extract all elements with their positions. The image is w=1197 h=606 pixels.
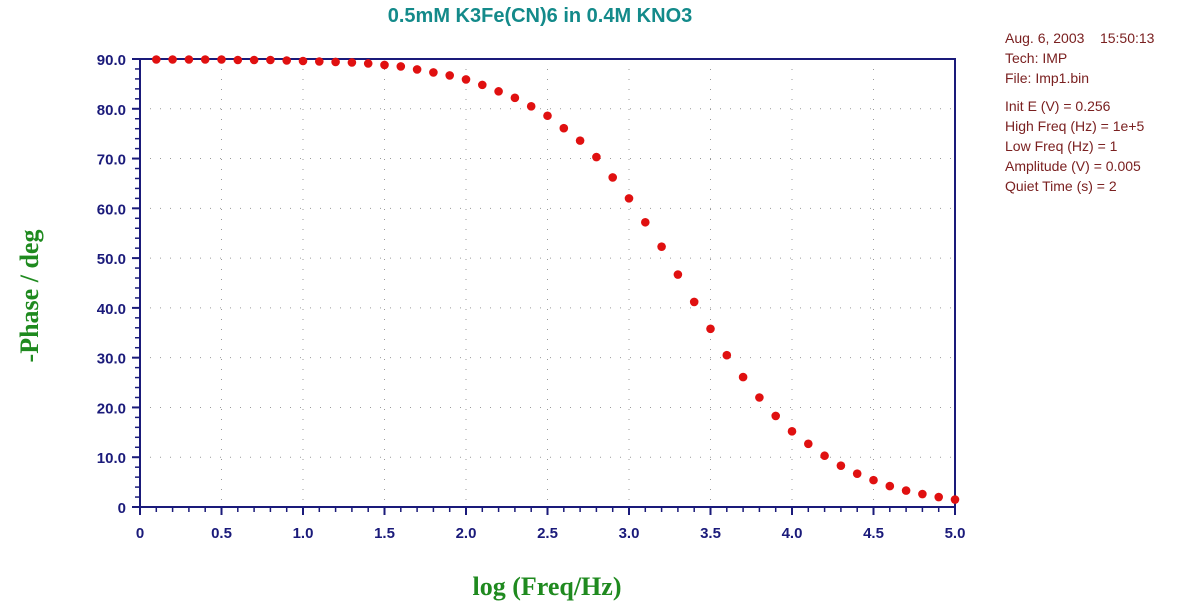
data-point	[706, 324, 715, 334]
y-tick-label: 90.0	[97, 52, 126, 69]
data-point	[738, 372, 748, 382]
data-point	[282, 56, 292, 65]
data-point	[347, 58, 357, 67]
data-point	[869, 475, 878, 485]
y-tick-label: 80.0	[97, 102, 126, 119]
quiet-time-text: Quiet Time (s) = 2	[1005, 178, 1117, 194]
data-point	[755, 393, 764, 402]
data-point	[249, 55, 259, 65]
data-point	[429, 68, 438, 77]
data-point	[233, 55, 243, 65]
x-tick-label: 4.0	[782, 525, 803, 542]
x-tick-label: 2.5	[537, 525, 558, 542]
data-point	[363, 59, 373, 68]
x-tick-label: 1.0	[293, 525, 314, 542]
chart-title: 0.5mM K3Fe(CN)6 in 0.4M KNO3	[388, 5, 693, 27]
axis-ticks: 0 0.5 1.0 1.5 2.0 2.5 3.0 3.5 4.0 4.5 5.0 0 10.0 20.0…	[97, 52, 966, 542]
data-point	[396, 62, 406, 71]
data-point	[641, 217, 650, 227]
data-point	[559, 123, 569, 133]
y-tick-label: 0	[118, 500, 126, 517]
data-point	[624, 194, 634, 203]
y-axis-label: -Phase / deg	[15, 230, 44, 363]
data-point	[298, 56, 308, 66]
y-tick-label: 30.0	[97, 351, 126, 368]
x-tick-label: 0	[136, 525, 144, 542]
y-tick-label: 50.0	[97, 251, 126, 268]
data-point	[820, 451, 829, 461]
file-text: File: Imp1.bin	[1005, 70, 1090, 86]
data-point	[901, 486, 911, 495]
data-point	[689, 297, 699, 307]
y-tick-label: 20.0	[97, 400, 126, 417]
data-point	[331, 57, 340, 67]
x-tick-label: 3.5	[700, 525, 721, 542]
grid	[140, 59, 955, 507]
data-point	[152, 55, 161, 64]
data-point	[608, 173, 617, 182]
x-tick-label: 4.5	[863, 525, 884, 542]
y-tick-label: 60.0	[97, 201, 126, 218]
data-point	[657, 242, 666, 251]
data-point	[445, 71, 455, 80]
timestamp-line: Aug. 6, 2003 15:50:13	[1005, 28, 1154, 48]
data-point	[722, 350, 732, 360]
data-point	[494, 87, 503, 96]
x-tick-label: 5.0	[945, 525, 966, 542]
low-freq-text: Low Freq (Hz) = 1	[1005, 138, 1118, 154]
data-point	[771, 411, 780, 421]
data-point	[510, 93, 520, 103]
data-point	[673, 270, 683, 279]
data-point	[787, 427, 797, 436]
data-points	[152, 55, 960, 504]
data-point	[184, 55, 194, 64]
y-tick-label: 40.0	[97, 301, 126, 318]
data-point	[575, 136, 585, 145]
data-point	[200, 55, 210, 64]
date-text: Aug. 6, 2003	[1005, 30, 1085, 46]
data-point	[950, 495, 960, 504]
data-point	[885, 481, 895, 491]
data-point	[315, 57, 324, 66]
data-point	[461, 75, 471, 84]
data-point	[852, 469, 862, 478]
data-point	[380, 60, 389, 70]
data-point	[592, 152, 601, 162]
high-freq-text: High Freq (Hz) = 1e+5	[1005, 118, 1145, 134]
amplitude-text: Amplitude (V) = 0.005	[1005, 158, 1141, 174]
x-axis-label: log (Freq/Hz)	[473, 572, 622, 601]
experiment-info-panel: Aug. 6, 2003 15:50:13 Tech: IMP File: Im…	[1005, 28, 1154, 196]
data-point	[918, 489, 927, 499]
init-e-text: Init E (V) = 0.256	[1005, 98, 1111, 114]
x-tick-label: 3.0	[619, 525, 640, 542]
data-point	[836, 461, 846, 470]
x-tick-label: 1.5	[374, 525, 395, 542]
data-point	[543, 111, 552, 121]
data-point	[266, 55, 275, 65]
data-point	[934, 492, 943, 502]
data-point	[478, 80, 487, 90]
y-tick-label: 70.0	[97, 152, 126, 169]
data-point	[217, 55, 226, 64]
x-tick-label: 0.5	[211, 525, 232, 542]
y-tick-label: 10.0	[97, 450, 126, 467]
data-point	[804, 439, 813, 449]
data-point	[526, 101, 536, 111]
x-tick-label: 2.0	[456, 525, 477, 542]
tech-text: Tech: IMP	[1005, 50, 1068, 66]
time-text: 15:50:13	[1099, 30, 1155, 46]
data-point	[412, 65, 422, 74]
data-point	[168, 55, 177, 64]
